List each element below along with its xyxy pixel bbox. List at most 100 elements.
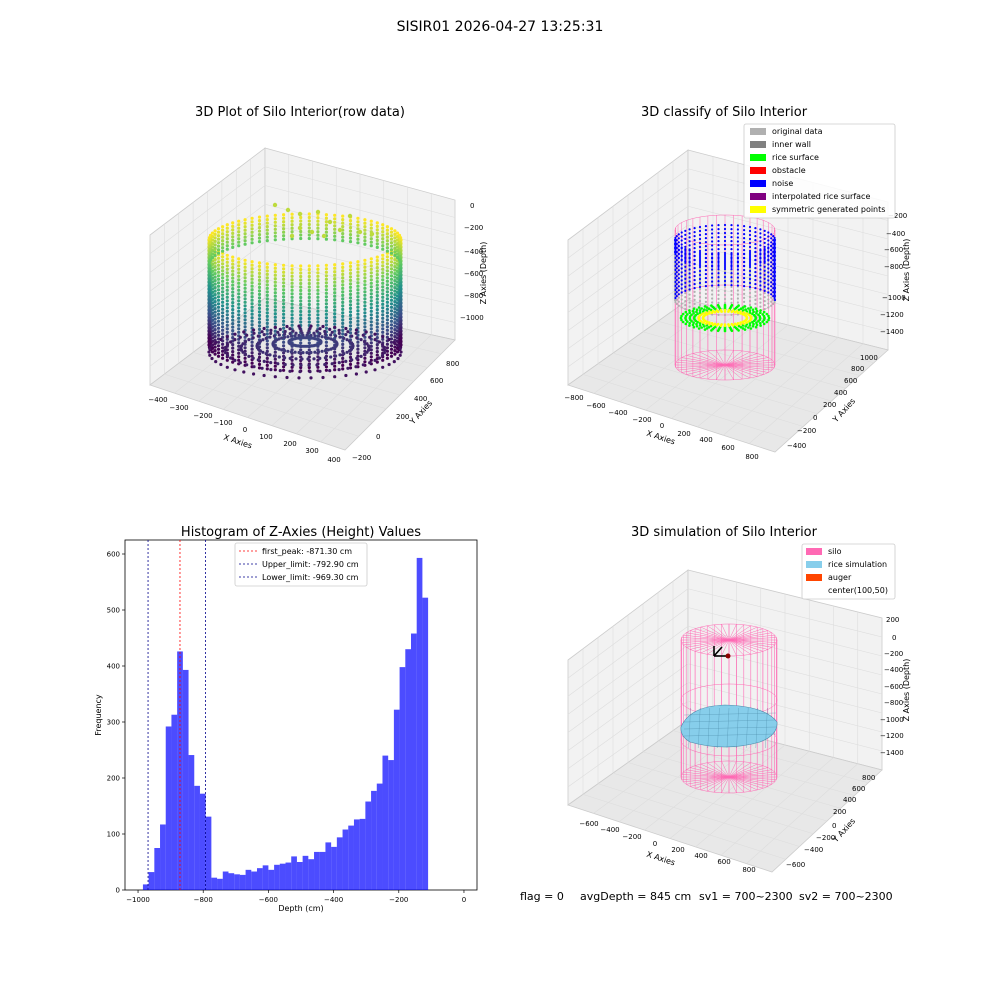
data-point [237, 257, 241, 261]
data-point [389, 316, 394, 320]
data-point [356, 340, 360, 344]
data-point [341, 293, 345, 297]
data-point [273, 325, 277, 329]
classified-point [748, 251, 752, 255]
data-point [385, 286, 389, 290]
data-point [207, 264, 211, 268]
data-point [299, 316, 303, 321]
classified-point [773, 260, 776, 264]
data-point [265, 363, 269, 367]
x-tick-label: 800 [745, 453, 758, 461]
data-point [363, 279, 367, 283]
classified-point [717, 297, 720, 300]
data-point [265, 279, 269, 283]
data-point [283, 329, 287, 334]
data-point [375, 343, 379, 347]
data-point [257, 261, 262, 265]
data-point [243, 265, 247, 269]
classified-point [754, 231, 757, 234]
z-tick-label: −800 [884, 699, 903, 707]
data-point [207, 267, 211, 271]
data-point [381, 299, 385, 303]
data-point [363, 293, 367, 297]
data-point [265, 339, 269, 343]
data-point [257, 222, 262, 226]
data-point [231, 266, 235, 270]
y-tick-label: 0 [813, 414, 817, 422]
data-point [393, 258, 397, 262]
silo-spoke [686, 639, 730, 648]
histogram-bar [411, 633, 417, 890]
classified-point [680, 267, 683, 270]
data-point [273, 298, 277, 302]
silo-spoke [692, 364, 726, 377]
data-point [216, 323, 221, 327]
classified-point [680, 279, 683, 282]
classified-point [680, 255, 683, 258]
data-point [283, 349, 287, 353]
classified-point [684, 276, 687, 279]
silo-spoke [692, 353, 726, 366]
data-point [210, 350, 215, 354]
data-point [231, 353, 235, 357]
z-tick-label: −400 [884, 666, 903, 674]
data-point [307, 278, 311, 282]
data-point [273, 315, 277, 319]
x-tick-label: −200 [389, 896, 408, 904]
classified-point [717, 293, 720, 296]
classified-point [684, 248, 687, 251]
data-point [225, 343, 230, 347]
data-point [231, 301, 235, 305]
classified-point [772, 259, 775, 262]
data-point [333, 284, 337, 288]
silo-spoke [728, 761, 744, 778]
silo-spoke [690, 767, 730, 778]
silo-spoke [707, 639, 730, 655]
classified-point [688, 301, 691, 304]
data-point [265, 262, 269, 266]
classified-point [691, 309, 695, 313]
legend-label: original data [772, 127, 823, 136]
data-point [257, 268, 262, 272]
histogram-bar [188, 755, 195, 890]
data-point [268, 353, 272, 357]
data-point [348, 366, 353, 370]
classified-point [767, 298, 770, 301]
data-point [265, 235, 269, 239]
data-point [290, 219, 294, 223]
data-point [363, 283, 367, 287]
x-tick-label: 300 [305, 447, 318, 455]
data-point [375, 325, 379, 329]
classified-point [677, 293, 680, 296]
data-point [273, 213, 277, 217]
histogram-bar [245, 869, 252, 890]
histogram-bar [416, 557, 423, 890]
data-point [250, 344, 254, 348]
classified-point [730, 236, 733, 239]
classified-point [677, 281, 680, 284]
classified-point [720, 310, 723, 313]
data-point [395, 256, 400, 260]
rice-mesh-line [683, 712, 777, 716]
y-tick-labels: −400 −200 0 200 400 600 800 1000 [787, 354, 878, 450]
data-point [341, 279, 345, 283]
data-point [214, 340, 218, 344]
classified-point [693, 294, 696, 297]
data-point [237, 341, 241, 345]
data-point [257, 313, 262, 317]
data-point [385, 246, 389, 250]
data-point [299, 215, 303, 220]
classified-point [773, 278, 777, 282]
data-point [333, 291, 337, 295]
classified-point [763, 245, 766, 248]
classified-point [698, 265, 702, 269]
classified-point [759, 305, 762, 308]
data-point [216, 326, 221, 330]
data-point [250, 340, 254, 344]
data-point [273, 234, 277, 238]
classified-point [673, 282, 677, 286]
data-point [375, 242, 379, 246]
data-point [385, 332, 389, 336]
classified-point [704, 277, 708, 280]
data-point [363, 346, 367, 350]
